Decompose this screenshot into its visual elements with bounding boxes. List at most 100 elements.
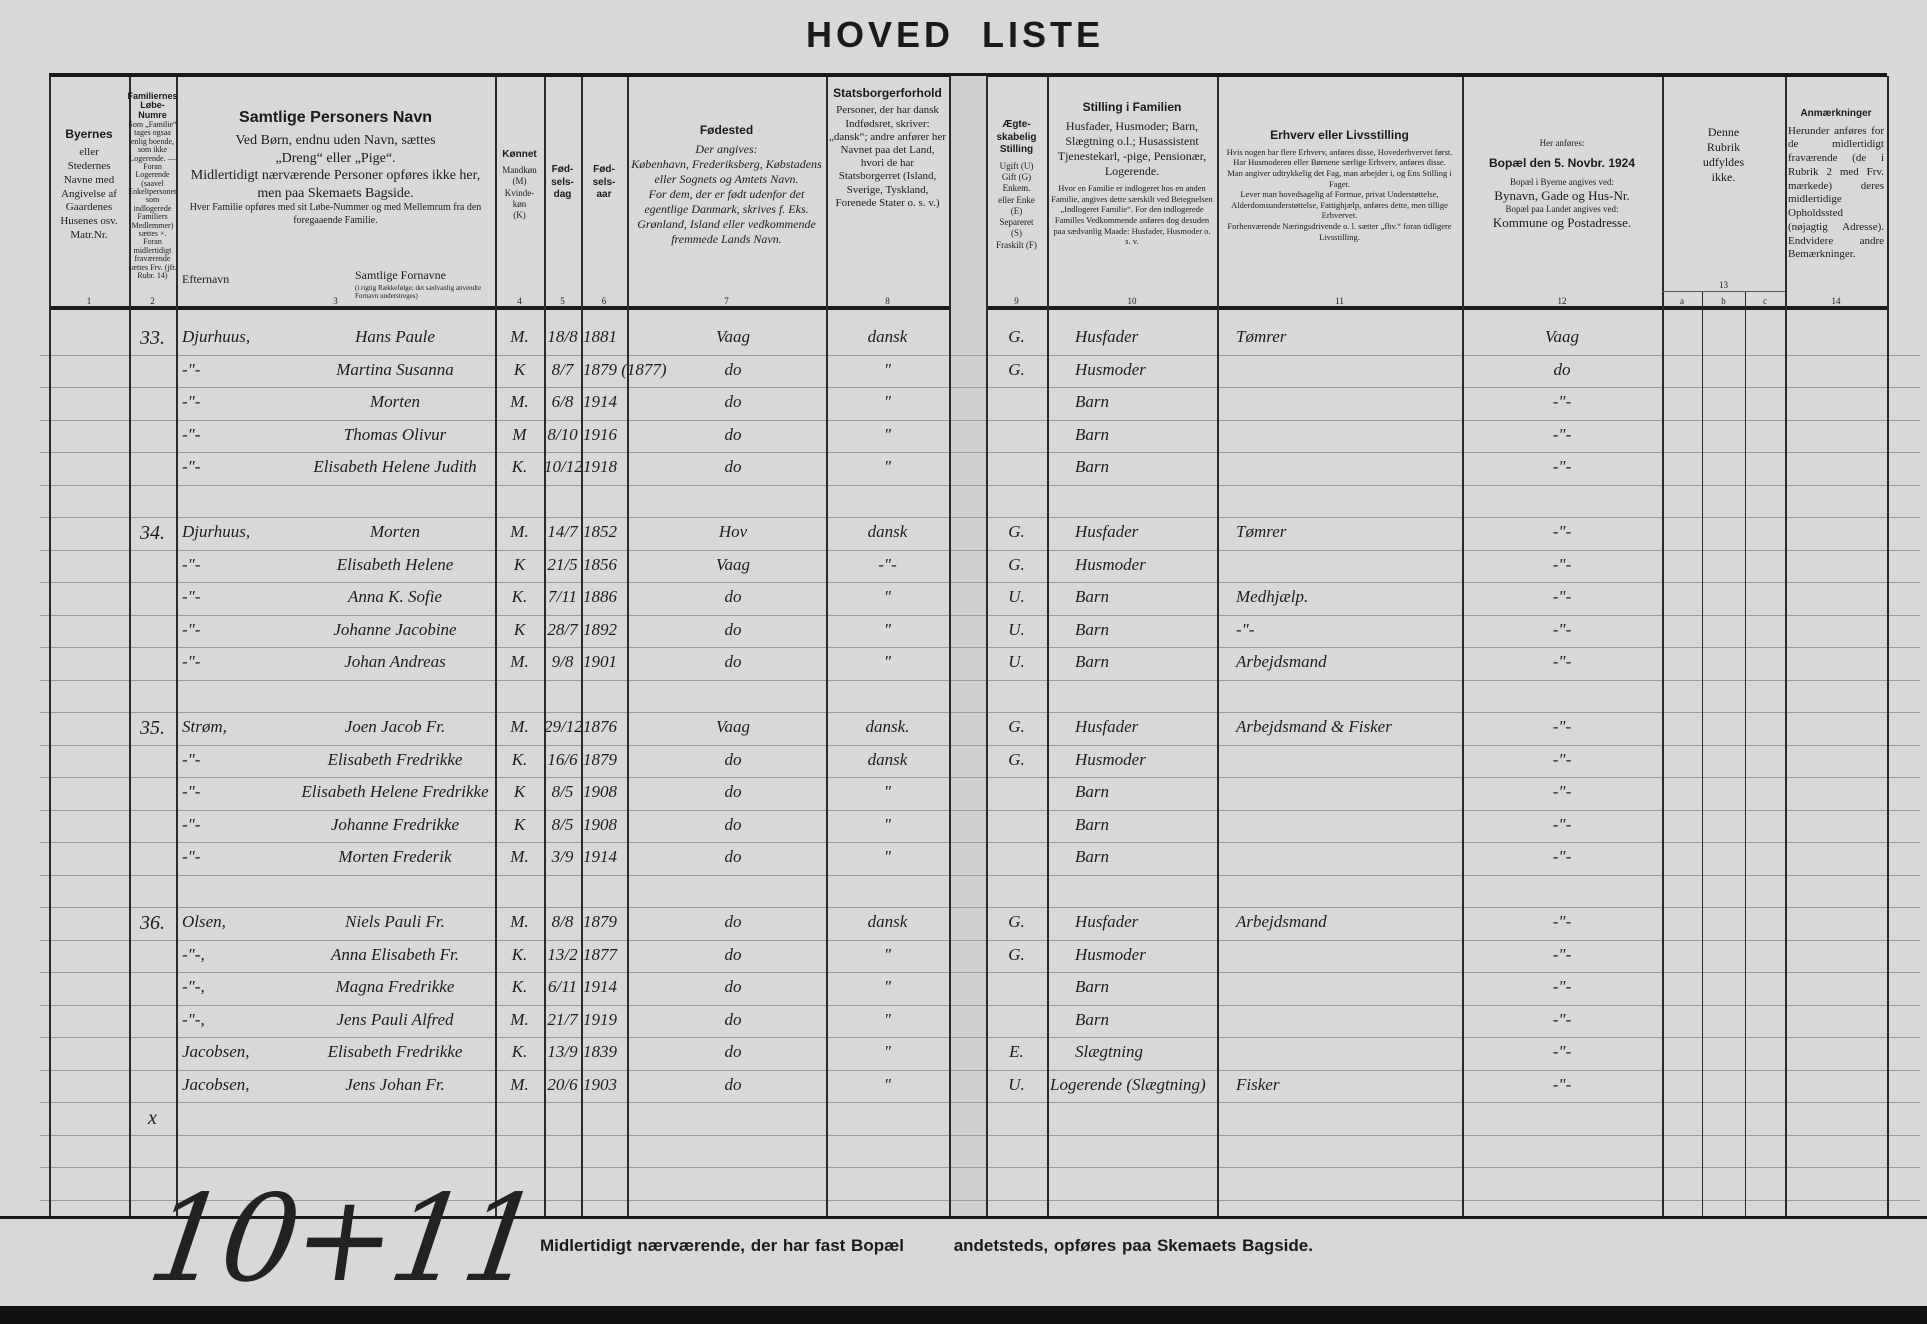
header-body: Bopæl i Byerne angives ved:	[1510, 176, 1614, 187]
entry-sex: K.	[511, 457, 528, 476]
subheader-surname: Efternavn	[182, 272, 230, 286]
entry-surname: -"-	[182, 392, 201, 411]
entry-sex: K.	[511, 749, 528, 769]
entry-position: Husmoder	[1075, 554, 1146, 574]
entry-surname: -"-	[182, 847, 201, 866]
column-number: 14	[1831, 296, 1841, 306]
entry-year: 1879 (1877)	[583, 359, 667, 379]
entry-day: 28/7	[547, 619, 578, 639]
entry-birthplace: do	[724, 977, 742, 996]
entry-day: 8/10	[547, 424, 578, 444]
entry-birthplace: do	[724, 847, 742, 866]
entry-marital: U.	[1008, 587, 1025, 606]
column-sub-c: c	[1763, 296, 1767, 306]
entry-day: 21/7	[547, 1009, 578, 1029]
entry-residence: -"-	[1552, 392, 1572, 411]
entry-birthplace: do	[724, 749, 742, 769]
row-rule	[40, 549, 1920, 551]
entry-residence: -"-	[1552, 652, 1572, 671]
entry-birthplace: do	[724, 1074, 742, 1094]
row-rule	[40, 907, 1920, 908]
entry-sex: K	[513, 359, 526, 379]
entry-given: Elisabeth Helene Judith	[313, 457, 477, 476]
header-col-1: Byernes eller Stedernes Navne med Angive…	[49, 80, 129, 290]
entry-birthplace: do	[724, 424, 742, 444]
entry-sex: K	[513, 619, 526, 639]
column-rule	[986, 76, 988, 1217]
entry-residence: -"-	[1552, 977, 1572, 996]
column-rule	[581, 76, 583, 1217]
column-rule	[176, 76, 178, 1217]
header-body: Ugift (U) Gift (G) Enkem. eller Enke (E)…	[996, 160, 1037, 250]
entry-sex: M	[512, 424, 527, 444]
entry-sex: M.	[510, 522, 529, 541]
header-body: Denne Rubrik udfyldes ikke.	[1702, 125, 1745, 184]
entry-given: Elisabeth Fredrikke	[327, 1042, 463, 1061]
header-body: Kommune og Postadresse.	[1492, 215, 1632, 231]
entry-nr: 35.	[140, 717, 165, 739]
entry-marital: G.	[1008, 717, 1025, 736]
entry-nr: x	[148, 1107, 157, 1129]
entry-day: 10/12	[544, 457, 583, 476]
entry-birthplace: do	[724, 814, 742, 834]
entry-surname: -"-	[182, 359, 201, 379]
entry-position: Barn	[1075, 847, 1109, 866]
entry-birthplace: do	[724, 619, 742, 639]
entry-citizen: "	[883, 1009, 892, 1029]
row-rule	[40, 1004, 1920, 1006]
entry-given: Niels Pauli Fr.	[345, 912, 445, 931]
entry-day: 3/9	[551, 847, 574, 866]
entry-surname: -"-	[182, 814, 201, 834]
entry-surname: -"-	[182, 554, 201, 574]
column-rule	[1887, 76, 1889, 1217]
entry-surname: -"-	[182, 782, 201, 801]
entry-year: 1879	[583, 749, 617, 769]
entry-given: Elisabeth Fredrikke	[327, 749, 463, 769]
entry-year: 1839	[583, 1042, 617, 1061]
entry-given: Anna Elisabeth Fr.	[331, 944, 459, 964]
entry-nr: 33.	[140, 327, 165, 349]
blank-column	[949, 76, 986, 1217]
row-rule	[40, 1167, 1920, 1168]
header-title: Kønnet	[502, 148, 537, 160]
entry-citizen: dansk	[867, 522, 908, 541]
footer-note: Midlertidigt nærværende, der har fast Bo…	[540, 1236, 1357, 1256]
entry-residence: -"-	[1552, 424, 1572, 444]
entry-birthplace: Vaag	[716, 554, 750, 574]
row-rule	[40, 419, 1920, 421]
entry-surname: -"-,	[182, 944, 205, 964]
entry-citizen: "	[883, 392, 892, 411]
entry-occupation: Arbejdsmand	[1236, 652, 1327, 671]
entry-year: 1919	[583, 1009, 617, 1029]
entry-occupation: Tømrer	[1236, 522, 1287, 541]
entry-residence: -"-	[1552, 814, 1572, 834]
entry-residence: -"-	[1552, 782, 1572, 801]
entry-day: 9/8	[551, 652, 574, 671]
entry-day: 13/9	[547, 1042, 578, 1061]
header-col-4: Kønnet Mandkøn (M) Kvinde- køn (K)	[495, 80, 544, 290]
entry-occupation: Medhjælp.	[1236, 587, 1309, 606]
entry-occupation: Arbejdsmand & Fisker	[1236, 717, 1392, 736]
entry-position: Barn	[1075, 424, 1109, 444]
entry-surname: Djurhuus,	[182, 327, 251, 346]
entry-given: Anna K. Sofie	[348, 587, 442, 606]
entry-year: 1903	[583, 1074, 617, 1094]
header-col-12: Her anføres: Bopæl den 5. Novbr. 1924 Bo…	[1462, 80, 1662, 290]
entry-residence: -"-	[1552, 522, 1572, 541]
entry-surname: Jacobsen,	[182, 1074, 250, 1094]
entry-day: 7/11	[548, 587, 577, 606]
column-rule	[544, 76, 546, 1217]
entry-surname: -"-,	[182, 977, 205, 996]
entry-residence: -"-	[1552, 619, 1572, 639]
header-note: Hvor en Familie er indlogeret hos en and…	[1051, 183, 1213, 247]
row-rule	[40, 939, 1920, 941]
row-rule	[40, 354, 1920, 356]
entry-residence: -"-	[1552, 1009, 1572, 1029]
header-body: Herunder anføres for de midlertidigt fra…	[1788, 124, 1884, 261]
entry-day: 13/2	[547, 944, 578, 964]
entry-year: 1879	[583, 912, 617, 931]
entry-birthplace: do	[724, 1042, 742, 1061]
entry-citizen: "	[883, 652, 892, 671]
entry-year: 1892	[583, 619, 617, 639]
header-title: Familiernes Løbe-Numre	[127, 90, 178, 120]
